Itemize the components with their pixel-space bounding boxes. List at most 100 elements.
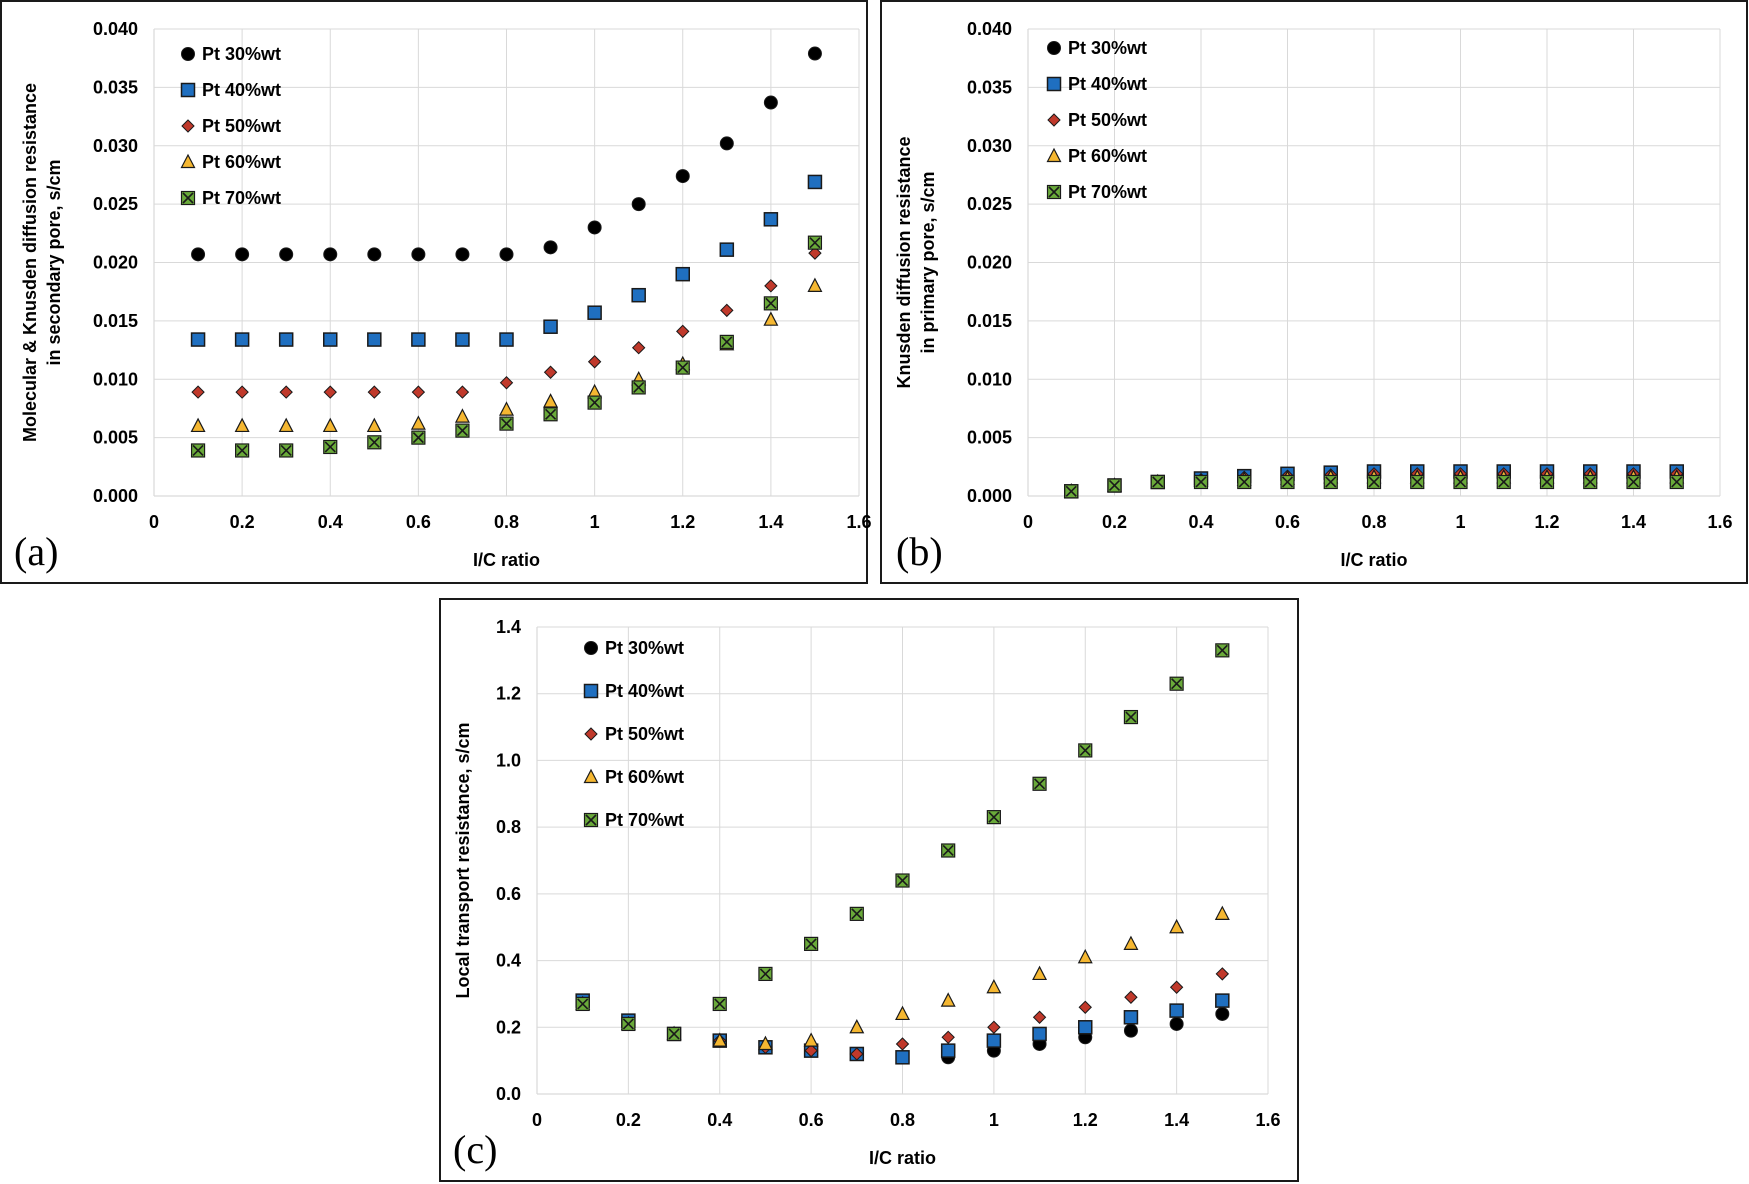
chart-c-point [1169, 1003, 1184, 1018]
chart-c-legend-marker [584, 727, 598, 741]
chart-a-point [631, 197, 646, 212]
chart-a-point [411, 332, 426, 347]
chart-a-panel-label: (a) [14, 529, 58, 574]
chart-c-point [1032, 776, 1047, 791]
chart-c-point [849, 1018, 865, 1034]
chart-a-point [499, 332, 514, 347]
chart-panel-c: 0 0.2 0.4 0.6 0.8 1 1.2 1.4 1.6 0.0 0.2 0.4 0.6 0.8 1.… [439, 598, 1299, 1182]
chart-a-legend-marker [181, 47, 195, 61]
chart-c-point [758, 966, 773, 982]
chart-a-point [323, 385, 337, 399]
chart-a-point [279, 443, 294, 458]
chart-b-point-cross [1498, 476, 1510, 488]
chart-b-point [1323, 474, 1338, 490]
chart-c-point [1215, 967, 1230, 981]
chart-a-y-tick-label: 0.005 [93, 428, 138, 448]
chart-a-x-tick-label: 0.2 [230, 512, 255, 532]
chart-a-y-tick-label: 0.010 [93, 369, 138, 389]
chart-b-series-pt-70-wt [1064, 474, 1684, 499]
chart-c-point [895, 873, 910, 888]
chart-a-point [808, 246, 822, 260]
chart-a-point [763, 95, 778, 110]
chart-a-y-tick-label: 0.035 [93, 77, 138, 97]
chart-b-legend-marker-cross [1048, 186, 1060, 198]
chart-a-series-pt-50-wt [191, 246, 822, 399]
chart-b-panel-label: (b) [896, 529, 943, 574]
chart-c-panel-label: (c) [453, 1127, 497, 1172]
chart-c-point [986, 810, 1001, 825]
chart-c-point [940, 1043, 956, 1058]
chart-c-point [1169, 1016, 1184, 1031]
chart-a-point-cross [412, 432, 424, 444]
chart-b-y-tick-label: 0.000 [967, 486, 1012, 506]
chart-c-point [940, 992, 956, 1007]
chart-panel-a: 0 0.2 0.4 0.6 0.8 1 1.2 1.4 1.6 0.000 0.005 0.010 0.… [0, 0, 872, 584]
chart-a-point [763, 311, 779, 326]
chart-a-legend-marker [180, 82, 196, 98]
chart-c-legend-marker [583, 683, 599, 699]
chart-b-point [1237, 474, 1252, 490]
chart-c-x-tick-label: 0.2 [616, 1110, 641, 1130]
chart-c-y-tick-label: 0.4 [496, 951, 521, 971]
chart-a-point [719, 242, 735, 257]
chart-b-point [1583, 474, 1598, 490]
chart-c-legend-marker [583, 768, 599, 784]
chart-a-x-axis-label: I/C ratio [473, 550, 540, 570]
chart-a-point [543, 365, 558, 379]
chart-b-x-tick-label: 0.8 [1361, 512, 1386, 532]
chart-a-x-tick-label: 1.4 [758, 512, 783, 532]
chart-b-x-tick-label: 1.6 [1707, 512, 1732, 532]
chart-b-y-tick-label: 0.040 [967, 19, 1012, 39]
chart-a-point [499, 247, 514, 262]
chart-c-point [1169, 676, 1184, 691]
chart-a-point-cross [721, 336, 733, 348]
chart-c-point [1123, 1023, 1138, 1038]
chart-b-y-tick-label: 0.005 [967, 428, 1012, 448]
chart-b-point-cross [1152, 476, 1164, 488]
chart-a-point [234, 332, 250, 347]
chart-a-x-tick-label: 1.6 [846, 512, 871, 532]
chart-c-legend-marker [583, 812, 599, 828]
chart-a-point [719, 136, 734, 151]
chart-a-legend-marker [181, 119, 195, 133]
chart-a-point [235, 385, 249, 399]
chart-c-point [1123, 935, 1139, 950]
chart-a-point [278, 417, 294, 433]
chart-c-point-cross [1033, 778, 1046, 790]
chart-c-legend-label: Pt 50%wt [605, 724, 684, 744]
chart-a-point [807, 235, 823, 250]
chart-c-point-cross [1079, 744, 1091, 756]
chart-a-point [499, 416, 514, 431]
chart-b-svg: 0 0.2 0.4 0.6 0.8 1 1.2 1.4 1.6 0.000 0.005 0.010 0.… [894, 19, 1733, 574]
chart-c-point [986, 1033, 1002, 1048]
chart-b-point [1410, 474, 1425, 490]
chart-c-point [1077, 948, 1093, 964]
chart-c-point-cross [988, 811, 1000, 823]
chart-b-x-tick-label: 1.2 [1534, 512, 1559, 532]
chart-a-point-cross [544, 408, 557, 420]
chart-c-y-axis-label: Local transport resistance, s/cm [453, 722, 473, 998]
chart-a-point [191, 385, 205, 399]
chart-a-point [367, 247, 382, 262]
chart-c-x-tick-label: 1.4 [1164, 1110, 1189, 1130]
chart-c-x-tick-label: 1 [989, 1110, 999, 1130]
chart-a-point [543, 393, 559, 408]
chart-c-legend-marker-cross [585, 814, 597, 826]
chart-c-point-cross [896, 874, 909, 887]
chart-a-point-cross [765, 297, 777, 309]
chart-c-point [666, 1026, 682, 1042]
chart-b-legend-label: Pt 30%wt [1068, 38, 1147, 58]
chart-c-point-cross [851, 908, 863, 920]
chart-c-point [757, 1035, 773, 1051]
chart-a-point-cross [324, 441, 336, 453]
chart-c-point [850, 1047, 864, 1061]
chart-a-point [235, 443, 250, 458]
chart-c-point-cross [1171, 678, 1183, 690]
chart-c-point [1123, 1010, 1139, 1025]
chart-b-x-tick-label: 0.4 [1188, 512, 1213, 532]
chart-c-point [895, 1037, 910, 1051]
chart-c-point [1123, 709, 1139, 725]
chart-c-point [987, 1020, 1001, 1034]
chart-b-point [1150, 474, 1165, 490]
chart-c-svg: 0 0.2 0.4 0.6 0.8 1 1.2 1.4 1.6 0.0 0.2 0.4 0.6 0.8 1.… [453, 617, 1281, 1172]
